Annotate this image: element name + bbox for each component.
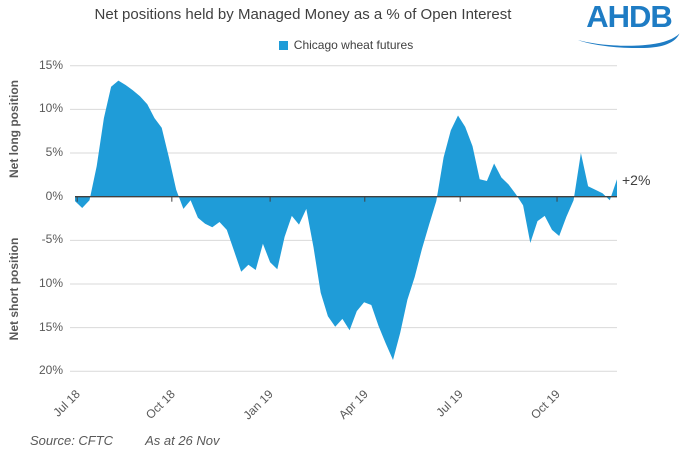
y-tick-label: -5%: [41, 232, 63, 247]
source-note: Source: CFTC As at 26 Nov: [30, 433, 220, 448]
legend: Chicago wheat futures: [75, 38, 617, 52]
legend-label: Chicago wheat futures: [293, 38, 414, 52]
ahdb-logo-swoosh-icon: [578, 33, 680, 48]
y-tick-label: 15%: [38, 57, 63, 72]
y-axis-title-net-short: Net short position: [7, 237, 21, 341]
ahdb-logo-text: AHDB: [586, 0, 673, 34]
ahdb-logo: AHDB: [578, 0, 680, 52]
y-axis-title-net-long: Net long position: [7, 80, 21, 178]
y-tick-label: 15%: [38, 319, 63, 334]
as-at-text: As at 26 Nov: [145, 433, 220, 448]
y-tick-label: 10%: [38, 276, 63, 290]
y-tick-label: 10%: [38, 101, 63, 116]
y-tick-label: 0%: [45, 188, 63, 203]
source-text: Source: CFTC: [30, 433, 114, 448]
legend-swatch-icon: [278, 41, 288, 50]
net-position-area-series: [75, 80, 617, 360]
chart-title: Net positions held by Managed Money as a…: [94, 6, 512, 23]
y-tick-label: 20%: [38, 363, 63, 378]
y-tick-label: 5%: [45, 145, 63, 160]
last-value-annotation: +2%: [622, 172, 651, 188]
